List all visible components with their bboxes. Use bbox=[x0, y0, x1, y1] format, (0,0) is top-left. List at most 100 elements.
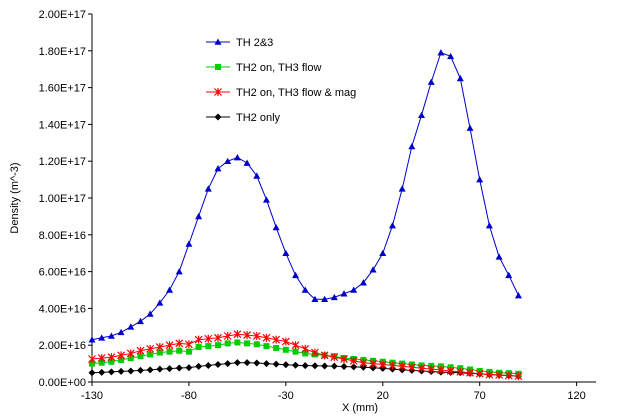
data-point bbox=[156, 349, 163, 356]
data-point bbox=[291, 341, 300, 350]
data-point bbox=[107, 332, 115, 339]
data-point bbox=[156, 299, 164, 306]
legend-label: TH 2&3 bbox=[236, 37, 273, 49]
x-tick-label: 120 bbox=[567, 390, 585, 402]
data-point bbox=[359, 358, 368, 367]
data-point bbox=[292, 271, 300, 279]
data-point bbox=[204, 185, 212, 192]
data-point bbox=[292, 361, 300, 369]
legend-marker bbox=[215, 64, 221, 70]
data-point bbox=[320, 351, 329, 360]
data-point bbox=[273, 344, 280, 351]
data-point bbox=[214, 333, 222, 342]
data-point bbox=[146, 344, 155, 353]
data-point bbox=[476, 176, 484, 183]
data-point bbox=[272, 335, 281, 344]
data-point bbox=[243, 359, 251, 367]
data-point bbox=[166, 365, 174, 373]
data-point bbox=[262, 333, 271, 342]
y-tick-label: 8.00E+16 bbox=[39, 230, 86, 242]
data-point bbox=[408, 142, 416, 150]
x-axis-title: X (mm) bbox=[342, 402, 378, 414]
data-point bbox=[244, 340, 251, 347]
data-point bbox=[263, 343, 270, 350]
data-point bbox=[272, 360, 280, 368]
data-point bbox=[98, 368, 106, 376]
data-point bbox=[436, 366, 445, 375]
legend: TH 2&3 TH2 on, TH3 flow TH2 on, TH3 flow &… bbox=[206, 37, 356, 124]
data-point bbox=[514, 292, 522, 299]
data-point bbox=[224, 340, 231, 347]
data-point bbox=[349, 356, 358, 365]
data-point bbox=[108, 358, 115, 365]
data-point bbox=[185, 364, 193, 372]
data-point bbox=[378, 360, 387, 369]
data-point bbox=[340, 363, 348, 371]
legend-marker bbox=[214, 38, 222, 45]
data-point bbox=[282, 346, 289, 353]
legend-item: TH2 only bbox=[206, 112, 281, 124]
data-point bbox=[89, 360, 95, 367]
data-point bbox=[398, 362, 407, 371]
data-point bbox=[243, 159, 251, 166]
data-point bbox=[388, 361, 397, 370]
y-tick-label: 2.00E+17 bbox=[39, 9, 86, 21]
data-point bbox=[146, 366, 154, 374]
data-point bbox=[505, 271, 513, 279]
data-point bbox=[272, 223, 280, 231]
data-point bbox=[359, 363, 367, 371]
legend-item: TH 2&3 bbox=[206, 37, 273, 49]
data-point bbox=[350, 286, 358, 293]
data-point bbox=[165, 341, 174, 350]
data-point bbox=[195, 344, 202, 351]
data-point bbox=[107, 353, 116, 362]
data-point bbox=[223, 332, 232, 340]
x-tick-label: -80 bbox=[181, 390, 197, 402]
data-point bbox=[195, 362, 203, 370]
y-axis-title: Density (m^-3) bbox=[9, 162, 21, 233]
data-point bbox=[456, 367, 465, 376]
data-point bbox=[204, 334, 213, 343]
data-point bbox=[117, 328, 125, 336]
data-point bbox=[146, 310, 154, 317]
data-point bbox=[253, 341, 260, 348]
data-point bbox=[88, 355, 96, 363]
data-point bbox=[311, 362, 319, 370]
data-point bbox=[184, 340, 193, 349]
data-point bbox=[466, 124, 474, 131]
data-point bbox=[137, 353, 144, 360]
data-point bbox=[427, 365, 436, 374]
data-point bbox=[417, 364, 426, 373]
legend-marker bbox=[214, 88, 222, 96]
data-point bbox=[117, 351, 126, 360]
data-point bbox=[166, 348, 173, 355]
data-point bbox=[310, 348, 319, 357]
data-point bbox=[330, 293, 338, 301]
data-point bbox=[136, 346, 145, 355]
series bbox=[88, 49, 523, 381]
data-point bbox=[321, 295, 329, 302]
data-point bbox=[369, 266, 377, 273]
data-point bbox=[475, 369, 484, 378]
x-ticks: -130 -80 -30 20 70 120 bbox=[81, 382, 586, 402]
data-point bbox=[185, 348, 192, 355]
data-point bbox=[321, 362, 329, 370]
data-point bbox=[282, 361, 290, 369]
data-point bbox=[205, 343, 212, 350]
data-point bbox=[147, 351, 154, 358]
x-tick-label: 20 bbox=[377, 390, 389, 402]
data-point bbox=[233, 330, 242, 339]
data-point bbox=[204, 361, 212, 369]
data-point bbox=[107, 368, 115, 376]
data-point bbox=[359, 279, 367, 286]
data-point bbox=[214, 165, 222, 172]
data-point bbox=[262, 196, 270, 203]
data-point bbox=[456, 74, 464, 82]
data-point bbox=[407, 363, 416, 372]
data-point bbox=[466, 368, 474, 377]
legend-label: TH2 only bbox=[236, 112, 281, 124]
legend-item: TH2 on, TH3 flow bbox=[206, 62, 321, 74]
data-point bbox=[252, 332, 261, 340]
data-point bbox=[155, 343, 164, 352]
